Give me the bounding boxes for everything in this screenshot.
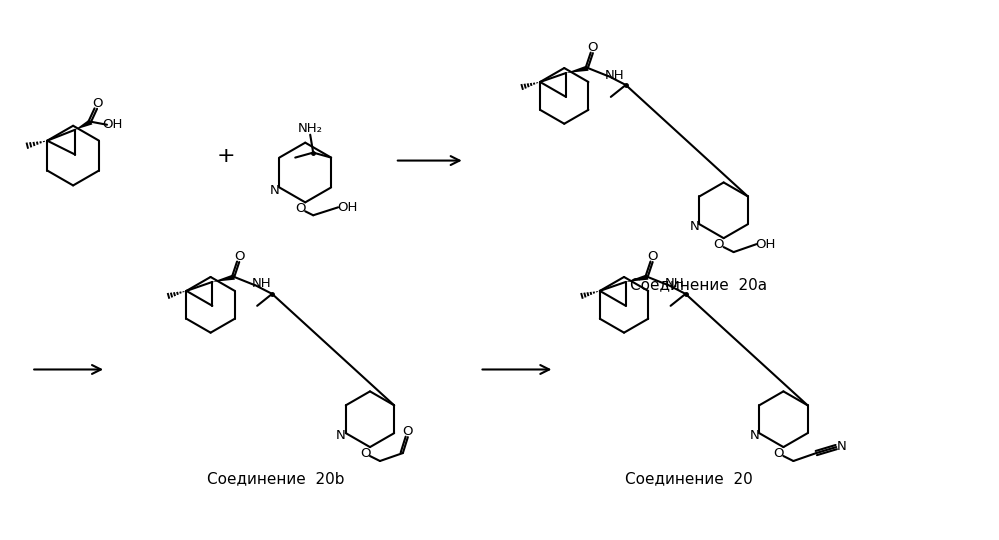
Text: O: O: [713, 238, 724, 251]
Text: +: +: [216, 146, 235, 166]
Polygon shape: [625, 274, 648, 282]
Text: O: O: [92, 97, 102, 110]
Text: NH₂: NH₂: [298, 122, 323, 135]
Text: NH: NH: [664, 278, 684, 291]
Text: O: O: [295, 202, 306, 215]
Text: O: O: [647, 250, 658, 263]
Text: N: N: [270, 184, 280, 197]
Text: N: N: [337, 429, 346, 442]
Text: Соединение  20: Соединение 20: [625, 471, 752, 487]
Text: OH: OH: [337, 201, 358, 214]
Text: Соединение  20a: Соединение 20a: [630, 278, 767, 293]
Polygon shape: [213, 274, 235, 282]
Text: N: N: [690, 220, 699, 233]
Text: O: O: [403, 425, 414, 438]
Text: OH: OH: [102, 118, 123, 131]
Polygon shape: [75, 119, 92, 130]
Text: NH: NH: [605, 69, 624, 82]
Text: O: O: [234, 250, 245, 263]
Text: NH: NH: [252, 278, 271, 291]
Text: OH: OH: [755, 238, 775, 251]
Polygon shape: [566, 65, 588, 73]
Text: O: O: [587, 41, 598, 54]
Text: Соединение  20b: Соединение 20b: [207, 471, 344, 487]
Text: N: N: [749, 429, 759, 442]
Text: N: N: [837, 440, 846, 453]
Text: O: O: [360, 447, 371, 460]
Text: O: O: [773, 447, 783, 460]
